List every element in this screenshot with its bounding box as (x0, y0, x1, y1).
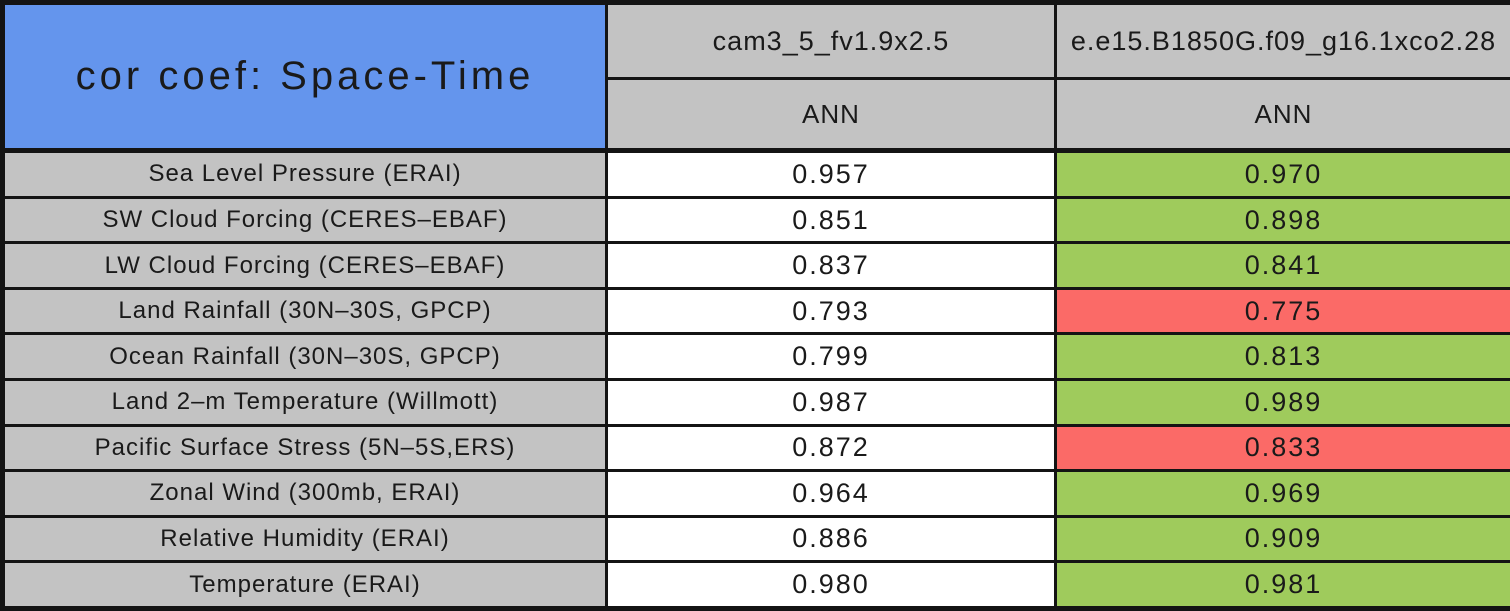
table-row: Zonal Wind (300mb, ERAI) 0.964 0.969 (1, 469, 1510, 518)
season-label-ann-1: ANN (605, 77, 1057, 152)
value-cell: 0.799 (605, 332, 1057, 381)
value-cell: 0.964 (605, 469, 1057, 518)
value-cell: 0.775 (1054, 286, 1510, 336)
row-label: Temperature (ERAI) (1, 560, 608, 610)
table-header: cor coef: Space-Time cam3_5_fv1.9x2.5 e.… (1, 1, 1510, 152)
value-cell: 0.872 (605, 423, 1057, 473)
table-row: Land Rainfall (30N–30S, GPCP) 0.793 0.775 (1, 286, 1510, 336)
row-label: Land Rainfall (30N–30S, GPCP) (1, 286, 608, 336)
row-label: Pacific Surface Stress (5N–5S,ERS) (1, 423, 608, 473)
table-body: Sea Level Pressure (ERAI) 0.957 0.970 SW Cl… (1, 149, 1510, 610)
value-cell: 0.841 (1054, 241, 1510, 290)
season-label-ann-2: ANN (1054, 77, 1510, 152)
column-header-run-e15: e.e15.B1850G.f09_g16.1xco2.28 (1054, 1, 1510, 80)
value-cell: 0.969 (1054, 469, 1510, 518)
season-header-row: ANN ANN (3, 77, 1510, 152)
value-cell: 0.886 (605, 514, 1057, 564)
column-header-run-cam3: cam3_5_fv1.9x2.5 (605, 1, 1057, 80)
value-cell: 0.851 (605, 195, 1057, 245)
row-label: Land 2–m Temperature (Willmott) (1, 377, 608, 427)
value-cell: 0.837 (605, 241, 1057, 290)
table-row: Land 2–m Temperature (Willmott) 0.987 0.98… (1, 377, 1510, 427)
table-row: LW Cloud Forcing (CERES–EBAF) 0.837 0.841 (1, 241, 1510, 290)
row-label: Sea Level Pressure (ERAI) (1, 149, 608, 199)
table-row: Sea Level Pressure (ERAI) 0.957 0.970 (1, 149, 1510, 199)
value-cell: 0.987 (605, 377, 1057, 427)
table-row: Pacific Surface Stress (5N–5S,ERS) 0.872 0… (1, 423, 1510, 473)
row-label: Zonal Wind (300mb, ERAI) (1, 469, 608, 518)
value-cell: 0.898 (1054, 195, 1510, 245)
value-cell: 0.833 (1054, 423, 1510, 473)
value-cell: 0.909 (1054, 514, 1510, 564)
value-cell: 0.980 (605, 560, 1057, 610)
value-cell: 0.981 (1054, 560, 1510, 610)
table-row: Temperature (ERAI) 0.980 0.981 (1, 560, 1510, 610)
value-cell: 0.970 (1054, 149, 1510, 199)
row-label: LW Cloud Forcing (CERES–EBAF) (1, 241, 608, 290)
table-row: Relative Humidity (ERAI) 0.886 0.909 (1, 514, 1510, 564)
row-label: Ocean Rainfall (30N–30S, GPCP) (1, 332, 608, 381)
table-row: Ocean Rainfall (30N–30S, GPCP) 0.799 0.813 (1, 332, 1510, 381)
run-header-row: cor coef: Space-Time cam3_5_fv1.9x2.5 e.… (1, 1, 1510, 152)
row-label: Relative Humidity (ERAI) (1, 514, 608, 564)
table-title: cor coef: Space-Time (1, 1, 608, 152)
value-cell: 0.813 (1054, 332, 1510, 381)
row-label: SW Cloud Forcing (CERES–EBAF) (1, 195, 608, 245)
value-cell: 0.957 (605, 149, 1057, 199)
table-row: SW Cloud Forcing (CERES–EBAF) 0.851 0.898 (1, 195, 1510, 245)
value-cell: 0.989 (1054, 377, 1510, 427)
value-cell: 0.793 (605, 286, 1057, 336)
